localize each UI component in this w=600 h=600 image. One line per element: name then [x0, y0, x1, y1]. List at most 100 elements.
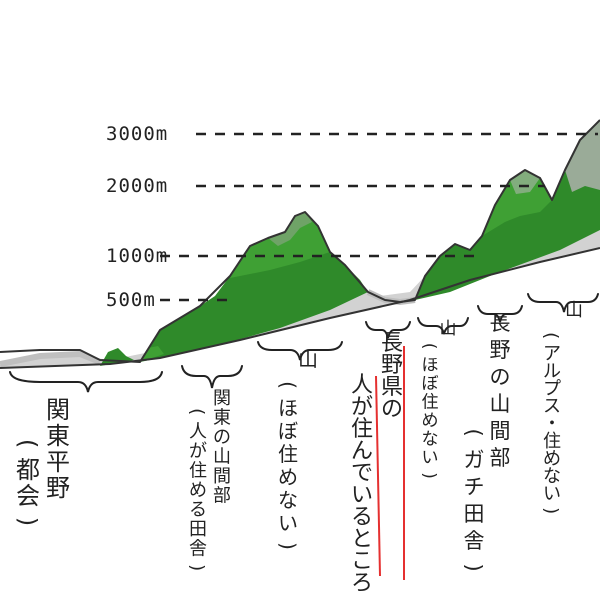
region-label-char: 部 [490, 446, 511, 470]
region-label-char: い [278, 511, 298, 535]
small-hill-left-2 [140, 346, 164, 362]
region-label-char: め [422, 411, 439, 431]
region-label-char: ) [462, 564, 486, 572]
region-label-char: こ [351, 549, 373, 574]
region-braces [9, 293, 599, 393]
region-label-char: ・ [543, 414, 561, 435]
brace-nagano-mountains [477, 305, 523, 323]
region-label-char: ほ [278, 396, 298, 420]
valley-kanto [0, 350, 102, 367]
nagano-range-light [482, 170, 552, 236]
region-label-char: 間 [213, 466, 231, 487]
region-label-char: ぼ [422, 374, 439, 394]
region-label-char: 長 [381, 331, 403, 356]
altitude-label-3000: 3000m [106, 123, 168, 145]
region-label-char: 山 [213, 447, 231, 468]
region-label-char: 関 [213, 388, 231, 409]
region-label-char: め [543, 449, 561, 470]
region-label-char: い [422, 448, 439, 468]
region-label-char: ぼ [278, 419, 298, 443]
region-label-char: 平 [46, 448, 70, 476]
region-label-char: な [543, 466, 561, 487]
brace-mountain-1 [257, 341, 343, 361]
altitude-label-1000: 1000m [106, 245, 168, 267]
region-label-char: る [351, 505, 373, 530]
region-label-char: 田 [189, 519, 207, 540]
region-label-char: ( [462, 429, 486, 437]
region-label-char: ル [543, 361, 561, 382]
region-label-char: ) [187, 564, 208, 571]
region-label-char: の [213, 427, 231, 448]
region-label-char: ん [351, 439, 373, 464]
region-label-char: 会 [16, 482, 40, 510]
region-label-char: 山 [298, 347, 318, 371]
brace-mountain-2 [417, 317, 469, 335]
brace-nagano-valley [365, 321, 411, 339]
surface-outline [0, 119, 600, 363]
altitude-label-500: 500m [106, 289, 156, 311]
region-label-char: ほ [422, 356, 439, 376]
region-label-char: ) [419, 472, 439, 479]
region-label-char: な [422, 430, 439, 450]
region-label-char: 山 [440, 319, 457, 339]
region-label-char: ) [14, 517, 42, 526]
region-label-char: 間 [490, 419, 511, 443]
region-label-char: 人 [351, 373, 373, 398]
brace-alps [527, 293, 599, 313]
region-label-char: 野 [490, 338, 511, 362]
region-label-char: い [543, 484, 561, 505]
region-label-char: 山 [565, 300, 583, 321]
region-label-char: 東 [46, 422, 70, 450]
alps-rock [565, 120, 600, 192]
region-label-char: 都 [16, 456, 40, 484]
region-label-char: ) [276, 542, 300, 550]
region-label-char: 部 [213, 486, 231, 507]
region-label-char: の [490, 365, 511, 389]
kanto-rock [268, 212, 312, 246]
region-label-char: な [278, 488, 298, 512]
region-label-char: チ [464, 475, 485, 499]
region-label-char: ( [276, 381, 300, 389]
region-label-char: め [278, 465, 298, 489]
region-label-char: 東 [213, 408, 231, 429]
region-label-char: 田 [464, 502, 485, 526]
highlight-line-1 [375, 375, 381, 577]
region-label-char: 舎 [189, 539, 207, 560]
region-label-char: が [351, 395, 373, 420]
region-label-char: の [381, 397, 403, 422]
region-label-char: ( [187, 408, 208, 415]
region-label-char: ア [543, 344, 561, 365]
region-label-char: 住 [543, 431, 561, 452]
ground-fill [0, 248, 600, 600]
region-label-char: 住 [351, 417, 373, 442]
region-label-char: 住 [422, 393, 439, 413]
region-label-char: ス [543, 396, 561, 417]
region-label-char: る [189, 500, 207, 521]
altitude-lines [160, 132, 598, 302]
region-label-char: 舎 [464, 529, 485, 553]
region-label-char: プ [543, 379, 561, 400]
region-label-char: ( [14, 439, 42, 448]
region-label-char: ) [541, 507, 562, 514]
brace-kanto-plain [9, 371, 163, 393]
region-label-char: ガ [464, 448, 485, 472]
region-label-char: 山 [490, 392, 511, 416]
region-label-char: 長 [490, 311, 511, 335]
region-label-char: と [351, 527, 373, 552]
region-label-char: が [189, 441, 207, 462]
region-label-char: め [189, 480, 207, 501]
region-label-char: で [351, 461, 373, 486]
brace-kanto-mountains [181, 365, 243, 389]
region-label-char: 関 [46, 396, 70, 424]
region-label-char: 住 [189, 461, 207, 482]
region-label-char: 野 [46, 474, 70, 502]
altitude-label-2000: 2000m [106, 175, 168, 197]
